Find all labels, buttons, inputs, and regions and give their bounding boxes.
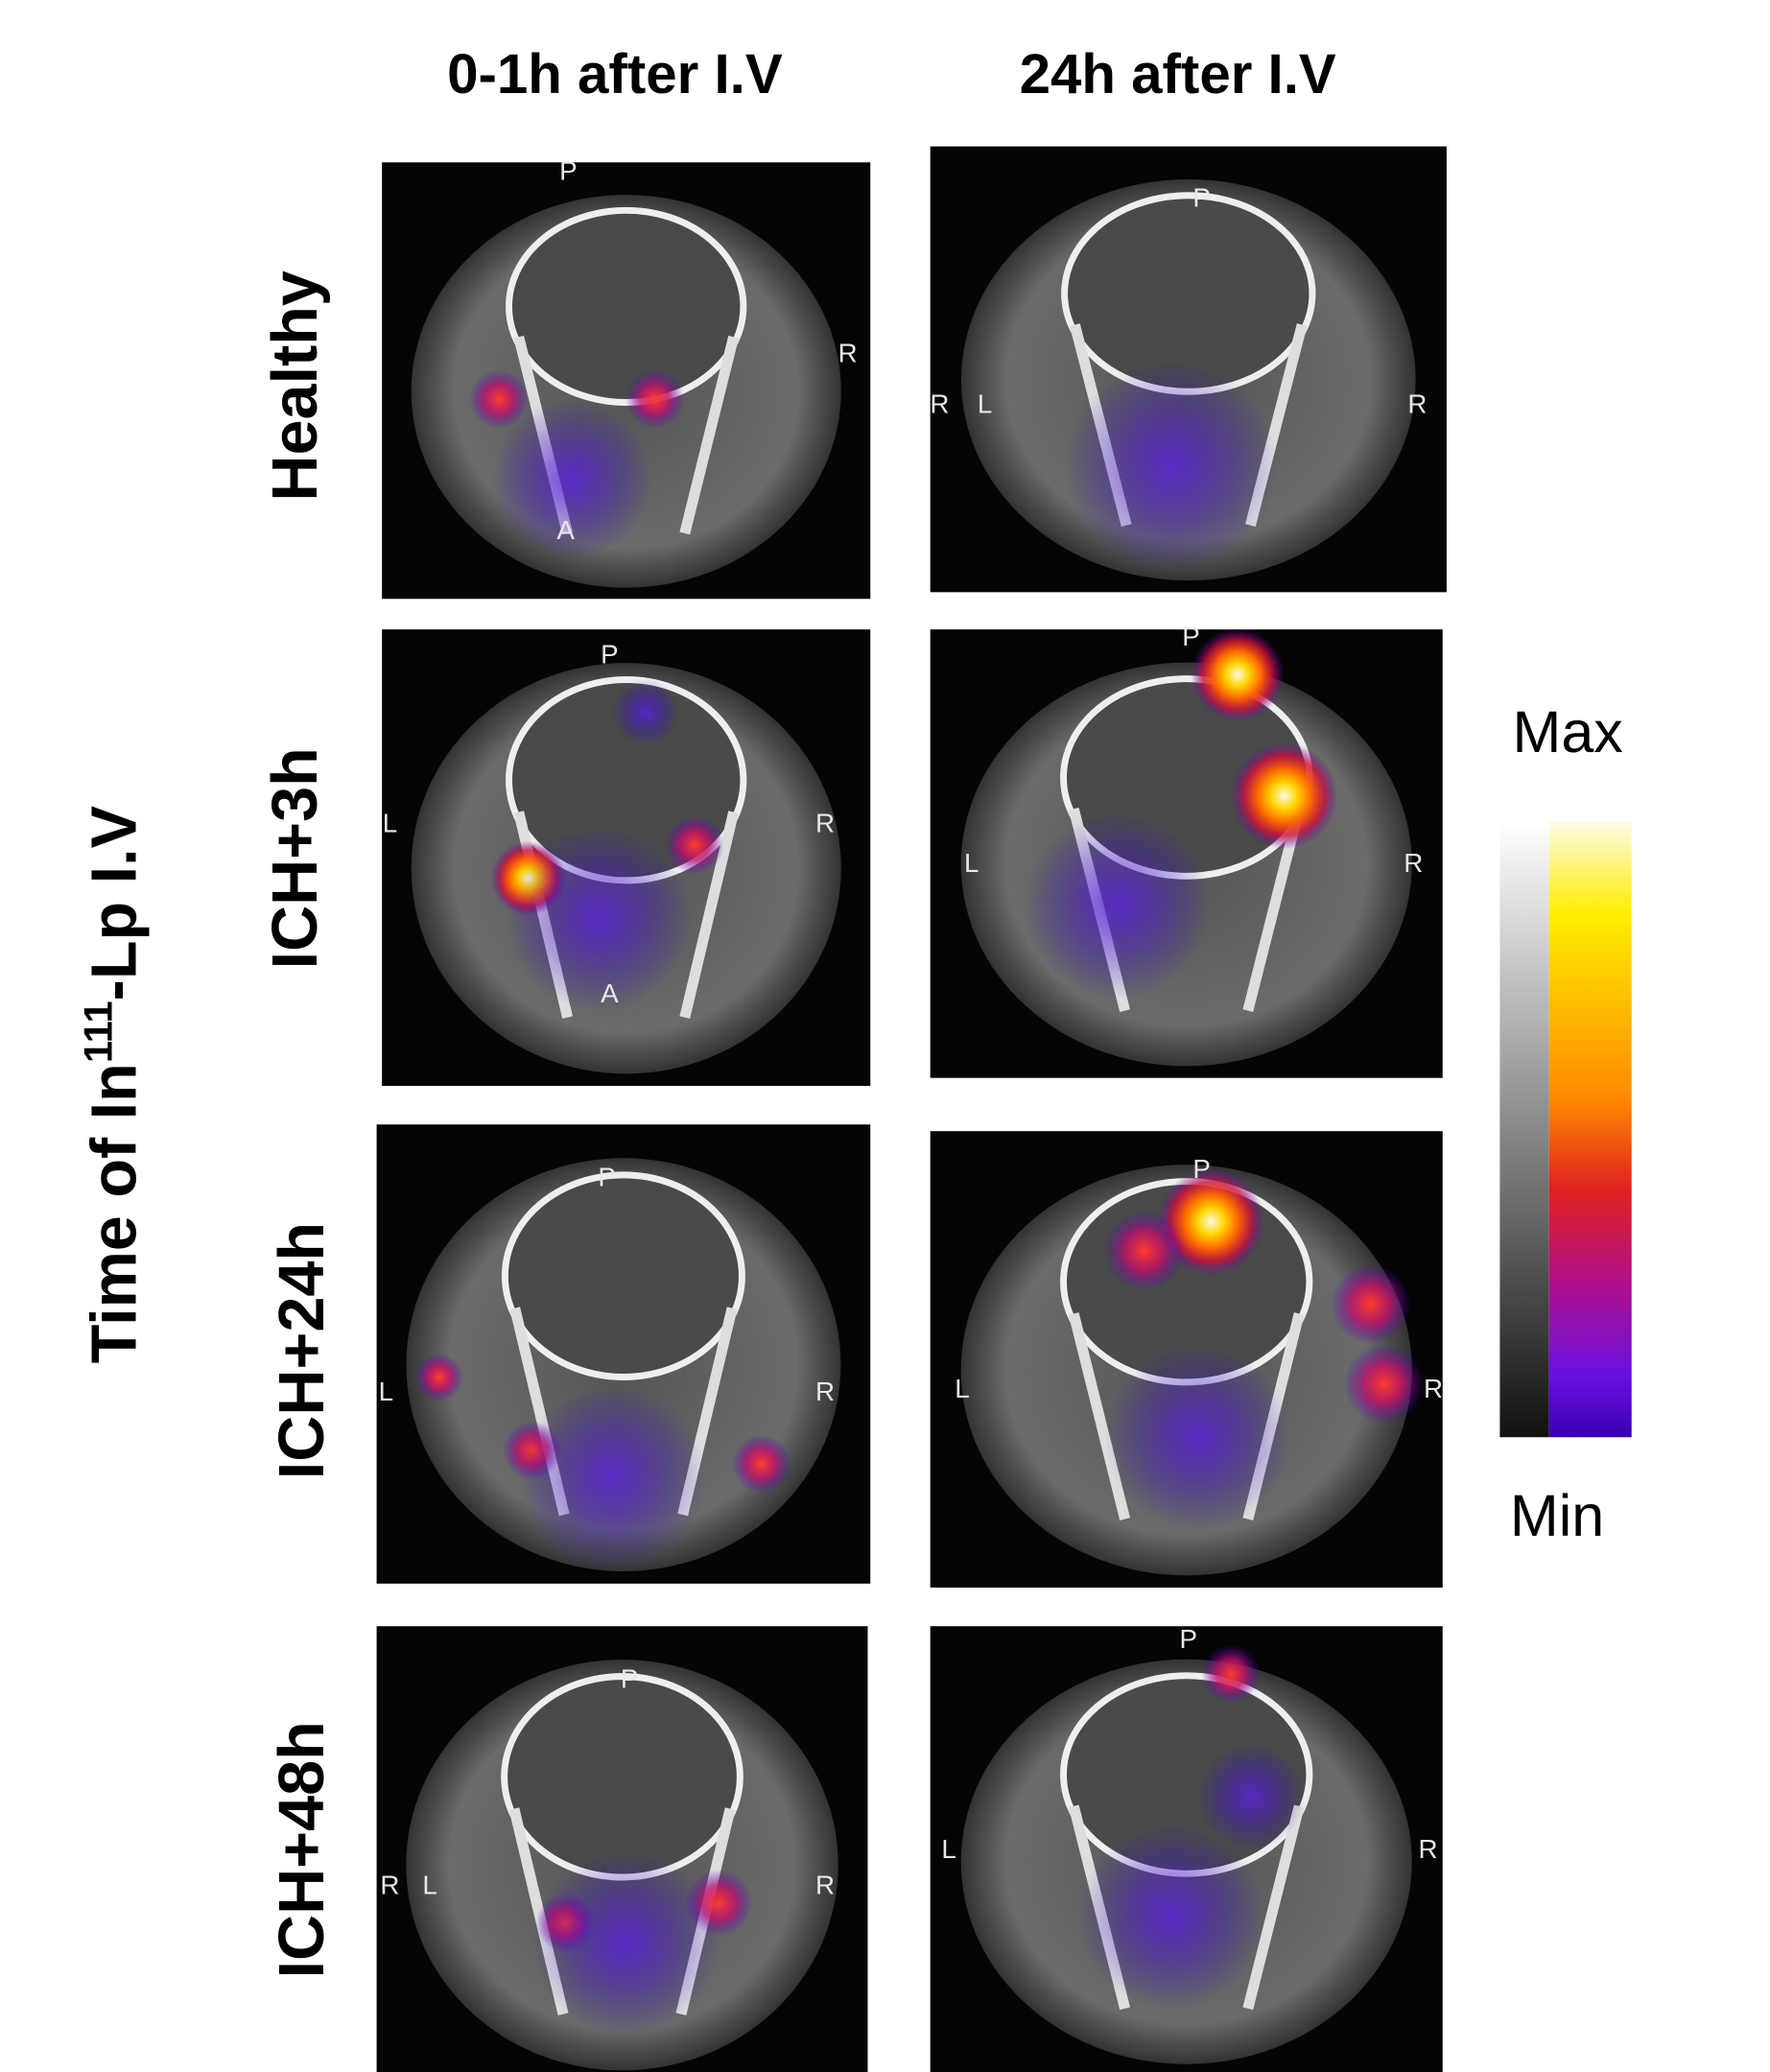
orientation-label: P [1192, 1154, 1210, 1184]
uptake-spot [731, 1434, 791, 1494]
colorbar-color [1548, 820, 1632, 1438]
orientation-label: L [964, 848, 979, 878]
uptake-spot [1197, 1743, 1305, 1850]
orientation-label: R [838, 339, 858, 368]
row-label: ICH+3h [260, 747, 331, 969]
colorbar-max: Max [1513, 699, 1623, 765]
uptake-spot [414, 1353, 463, 1401]
uptake-spot [1344, 1344, 1425, 1424]
scan-panel: PR L R [930, 146, 1447, 593]
skull [506, 206, 747, 406]
orientation-label: A [601, 978, 619, 1008]
scan-panel: P L R A [382, 629, 871, 1087]
orientation-label: L [422, 1870, 437, 1899]
uptake-spot [492, 399, 652, 559]
uptake-spot [665, 815, 724, 875]
skull [501, 1171, 745, 1380]
title-superscript: 111 [76, 1001, 121, 1063]
orientation-label: R [815, 1377, 835, 1406]
column-header: 0-1h after I.V [447, 43, 783, 106]
orientation-label: L [955, 1374, 969, 1403]
uptake-spot [1104, 1344, 1291, 1531]
orientation-label: L [978, 388, 992, 418]
orientation-label: P [1192, 182, 1210, 212]
uptake-spot [612, 678, 679, 745]
row-label: Healthy [260, 271, 331, 502]
uptake-spot [506, 825, 693, 1012]
orientation-label: P [621, 1663, 638, 1693]
y-axis-title: Time of In111-Lp I.V [76, 806, 151, 1363]
orientation-label: L [383, 808, 397, 837]
orientation-label: R [1424, 1374, 1443, 1403]
orientation-label: R [1407, 388, 1427, 418]
orientation-label: L [379, 1377, 393, 1406]
orientation-label: R [380, 1870, 399, 1899]
uptake-spot [1191, 627, 1285, 721]
orientation-label: P [1180, 1624, 1197, 1654]
orientation-label: L [941, 1834, 956, 1864]
uptake-spot [1231, 742, 1338, 850]
orientation-label: P [598, 1162, 615, 1191]
uptake-spot [1157, 1168, 1264, 1276]
uptake-spot [519, 1383, 706, 1570]
skull [501, 1673, 743, 1881]
colorbar-gray [1499, 820, 1549, 1438]
scan-panel: P R A [382, 156, 871, 600]
orientation-label: R [1404, 848, 1423, 878]
uptake-spot [1201, 1644, 1261, 1704]
uptake-spot [1331, 1263, 1411, 1345]
orientation-label: R [1418, 1834, 1437, 1864]
row-label: ICH+24h [267, 1222, 338, 1479]
orientation-label: P [1182, 622, 1199, 651]
uptake-spot [1077, 1823, 1264, 2010]
uptake-spot [1025, 812, 1212, 999]
uptake-spot [1104, 1211, 1185, 1291]
column-header: 24h after I.V [1020, 43, 1336, 106]
uptake-spot [625, 369, 685, 429]
scan-panel: P L R [930, 1131, 1443, 1589]
colorbar-min: Min [1510, 1483, 1604, 1548]
uptake-spot [531, 1849, 720, 2037]
title-suffix: -Lp I.V [79, 806, 150, 1001]
uptake-spot [1064, 359, 1278, 573]
orientation-label: R [815, 1870, 835, 1899]
orientation-label: R [815, 808, 835, 837]
orientation-label: P [559, 156, 577, 186]
orientation-label: R [930, 388, 949, 418]
orientation-label: A [556, 515, 575, 545]
title-text: Time of In [79, 1063, 150, 1363]
scan-panel: PR L R [376, 1626, 868, 2072]
scan-panel: P L R [376, 1124, 871, 1584]
scan-panel: P L R [930, 1624, 1443, 2072]
row-label: ICH+48h [267, 1721, 338, 1978]
uptake-spot [469, 369, 529, 429]
scan-panel: P L R [930, 622, 1443, 1078]
orientation-label: P [601, 639, 618, 669]
